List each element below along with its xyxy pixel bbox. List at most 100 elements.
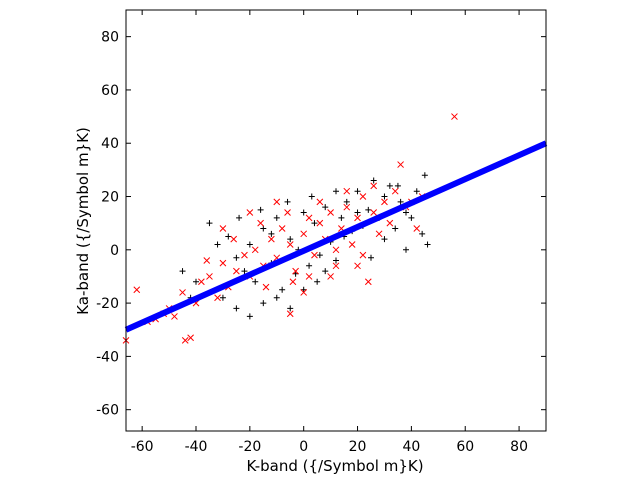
y-tick-label: 80 [101,30,119,46]
x-tick-label: 20 [349,439,367,455]
cross-point [171,313,178,320]
cross-point [251,246,259,254]
cross-point [348,241,356,248]
cross-point [262,283,270,291]
plus-point [403,246,409,253]
cross-point [305,273,313,280]
plus-point [413,188,420,195]
plus-point [214,241,221,248]
plus-point [386,182,393,189]
plus-point [273,214,280,221]
plus-point [397,198,404,205]
plus-point [246,313,253,320]
cross-point [332,262,340,270]
plus-point [421,172,428,179]
cross-point [370,182,378,190]
plus-point [206,220,213,227]
y-tick-label: 0 [110,243,119,259]
plus-point [354,188,361,195]
plus-point [368,254,374,261]
fit-line [124,140,548,333]
plus-point [179,268,186,275]
plus-point [260,225,267,232]
cross-point [257,219,264,227]
cross-point [214,294,221,302]
plus-point [284,198,291,205]
plus-point [306,262,313,269]
cross-point [413,225,421,232]
x-tick-label: -40 [185,439,208,455]
plus-point [233,254,240,261]
plus-point [246,241,253,248]
cross-point [370,209,378,216]
plus-point [408,214,415,221]
plus-point [322,268,329,275]
cross-point [198,278,205,286]
plus-point [343,198,350,205]
plot-frame [125,9,547,432]
plus-point [287,305,294,312]
x-tick-label: 0 [299,439,308,455]
plus-point [300,209,307,216]
plus-point [260,300,267,307]
cross-point [230,235,238,243]
y-axis-label: Ka-band ({/Symbol m}K) [74,127,92,315]
cross-point [233,267,240,275]
y-tick-label: 60 [101,83,119,99]
plus-point [314,278,321,285]
cross-point [289,278,297,286]
plus-point [333,188,339,195]
cross-point [187,334,194,342]
plus-point [322,204,329,211]
y-tick-label: 40 [101,136,119,152]
x-tick-label: 60 [456,439,474,455]
frame-layer [125,9,547,432]
cross-point [206,273,213,280]
cross-point [278,225,286,232]
plus-point [268,230,275,237]
y-tick-label: -20 [96,296,119,312]
plus-point [273,294,280,301]
plus-point [233,305,240,312]
plus-point [219,294,226,301]
cross-point [354,262,361,270]
cross-point [451,113,458,120]
cross-point [219,259,227,267]
y-tick-label: 20 [101,190,119,206]
plus-point [287,236,294,243]
cross-point [286,241,294,248]
cross-point [179,289,186,296]
plus-point [311,220,318,227]
cross-point [316,219,324,227]
cross-point [343,187,351,195]
plus-point [392,225,399,232]
x-tick-label: 40 [402,439,420,455]
cross-point [133,286,141,294]
x-tick-label: 80 [510,439,528,455]
cross-point [311,251,318,259]
cross-point [391,187,399,195]
cross-point [364,278,372,286]
plus-point [338,214,345,221]
cross-point [181,337,189,344]
plus-point [257,206,264,213]
plus-point [252,278,259,285]
plus-point [381,193,388,200]
plus-point [424,241,431,248]
cross-point [241,251,248,259]
cross-point [292,267,299,275]
plus-point [193,278,199,285]
plus-point [354,209,361,216]
cross-point [359,193,367,200]
plus-point [241,268,248,275]
y-tick-label: -60 [96,403,119,419]
cross-point [268,235,275,243]
plus-point [403,209,409,216]
cross-point [359,251,367,259]
plus-point [419,230,426,237]
cross-point [381,198,388,206]
plus-point [279,286,286,293]
cross-point [397,161,404,168]
cross-point [246,209,254,216]
